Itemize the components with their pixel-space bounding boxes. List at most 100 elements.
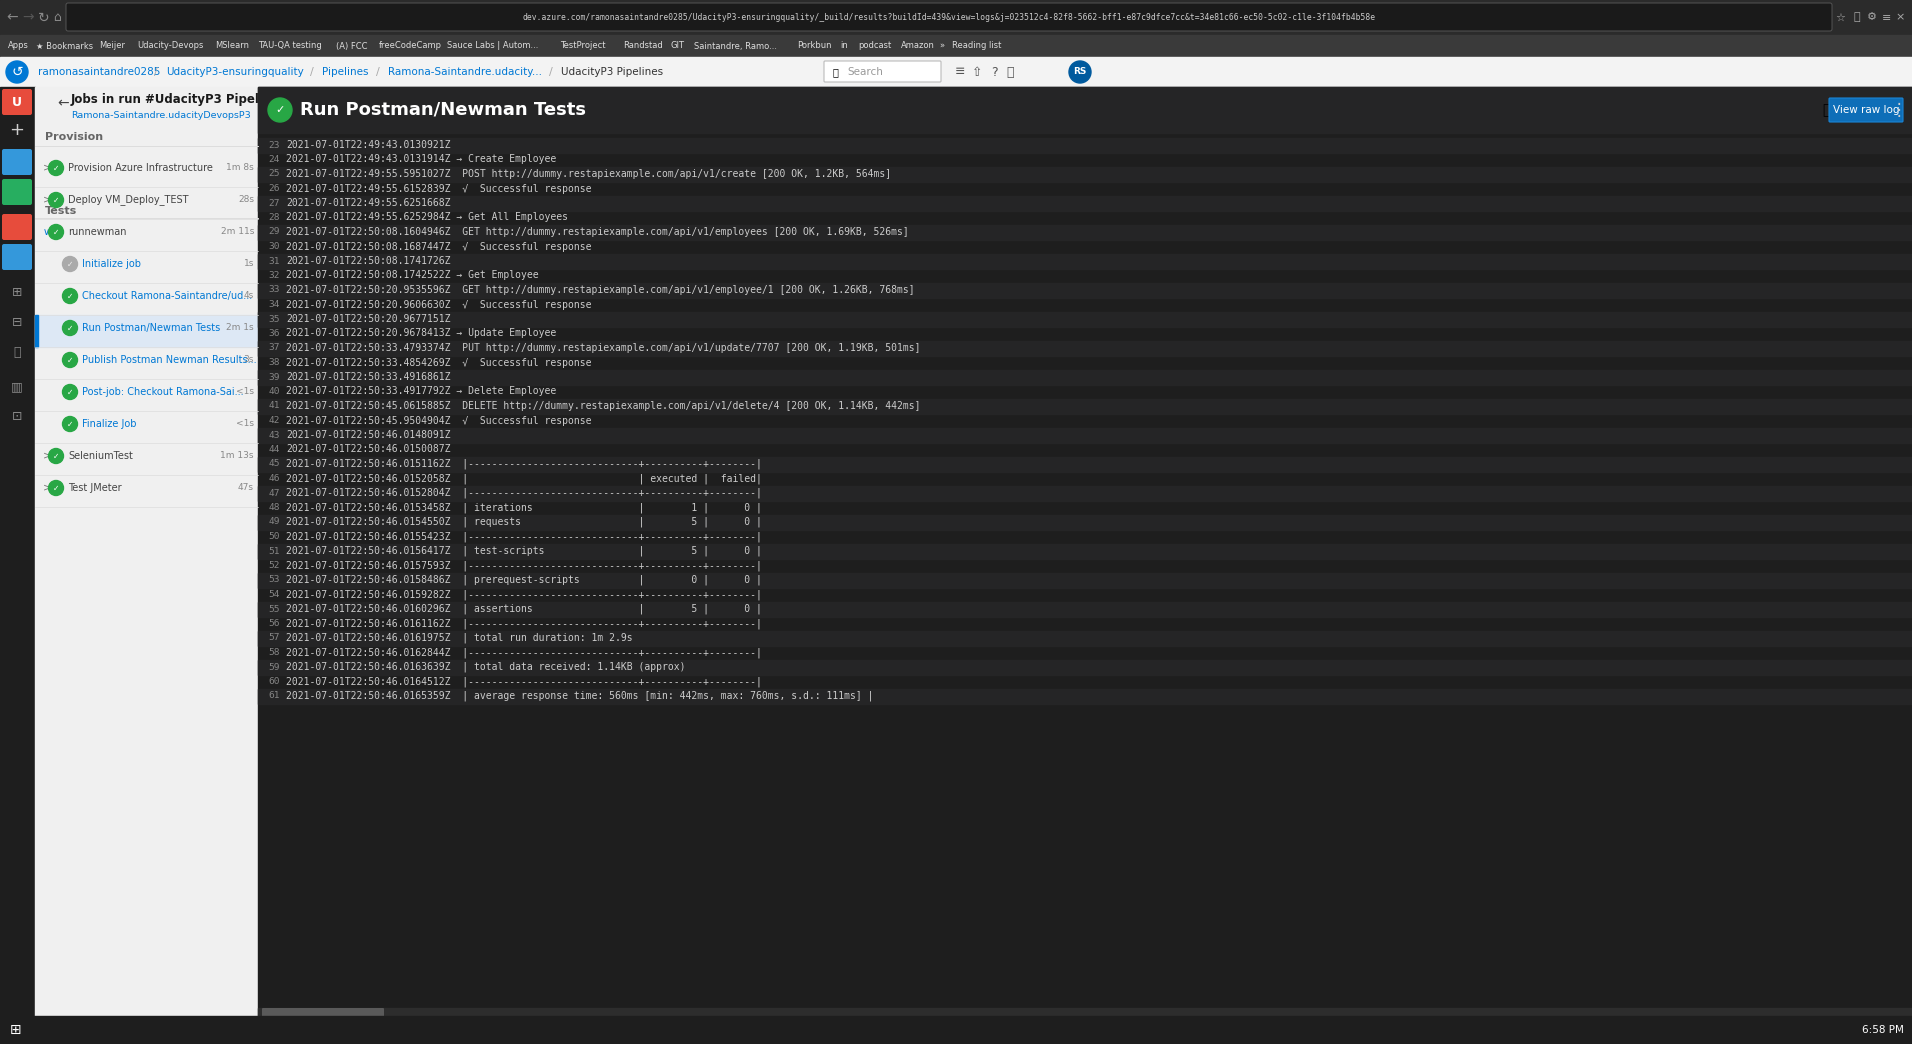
- Text: 23: 23: [268, 141, 279, 149]
- Text: ✓: ✓: [54, 228, 59, 237]
- Text: 28s: 28s: [237, 195, 254, 205]
- Text: 35: 35: [268, 314, 279, 324]
- Text: SeleniumTest: SeleniumTest: [69, 451, 132, 461]
- Bar: [258, 312, 1912, 327]
- Text: Search: Search: [847, 67, 883, 77]
- Bar: [258, 487, 1912, 501]
- Bar: [258, 545, 1912, 559]
- Text: »: »: [939, 42, 945, 50]
- Circle shape: [63, 257, 78, 271]
- Circle shape: [63, 353, 78, 367]
- Text: ✓: ✓: [54, 451, 59, 460]
- Text: 31: 31: [268, 257, 279, 265]
- Text: Ramona-Saintandre.udacityDevopsP3: Ramona-Saintandre.udacityDevopsP3: [71, 111, 250, 119]
- Text: ✓: ✓: [54, 483, 59, 493]
- Circle shape: [6, 61, 29, 84]
- Text: 2021-07-01T22:50:46.0156417Z  | test-scripts                |        5 |      0 : 2021-07-01T22:50:46.0156417Z | test-scri…: [287, 546, 761, 556]
- Text: 25: 25: [268, 169, 279, 179]
- Text: ✓: ✓: [67, 260, 73, 268]
- Text: ≡: ≡: [954, 66, 966, 78]
- Bar: [258, 573, 1912, 588]
- Bar: [258, 632, 1912, 646]
- Text: 2021-07-01T22:50:08.1604946Z  GET http://dummy.restapiexample.com/api/v1/employe: 2021-07-01T22:50:08.1604946Z GET http://…: [287, 227, 908, 237]
- Text: ↻: ↻: [38, 10, 50, 24]
- Text: Tests: Tests: [46, 206, 76, 216]
- Text: 2021-07-01T22:50:33.4916861Z: 2021-07-01T22:50:33.4916861Z: [287, 372, 451, 382]
- Circle shape: [63, 417, 78, 431]
- Bar: [258, 516, 1912, 530]
- Text: Run Postman/Newman Tests: Run Postman/Newman Tests: [300, 101, 585, 119]
- Text: 2021-07-01T22:50:46.0151162Z  |-----------------------------+----------+--------: 2021-07-01T22:50:46.0151162Z |----------…: [287, 458, 761, 469]
- Text: Post-job: Checkout Ramona-Sai...: Post-job: Checkout Ramona-Sai...: [82, 387, 243, 397]
- Text: 2021-07-01T22:50:46.0159282Z  |-----------------------------+----------+--------: 2021-07-01T22:50:46.0159282Z |----------…: [287, 589, 761, 599]
- Text: 44: 44: [268, 445, 279, 454]
- Text: MSlearn: MSlearn: [214, 42, 249, 50]
- Bar: [258, 226, 1912, 240]
- Text: ≡: ≡: [1881, 13, 1891, 23]
- Circle shape: [268, 98, 293, 122]
- Text: 50: 50: [268, 532, 279, 541]
- Text: Porkbun: Porkbun: [797, 42, 832, 50]
- Text: 2021-07-01T22:50:08.1742522Z → Get Employee: 2021-07-01T22:50:08.1742522Z → Get Emplo…: [287, 270, 539, 281]
- Text: 2021-07-01T22:50:46.0157593Z  |-----------------------------+----------+--------: 2021-07-01T22:50:46.0157593Z |----------…: [287, 561, 761, 571]
- Text: Deploy VM_Deploy_TEST: Deploy VM_Deploy_TEST: [69, 194, 189, 206]
- Text: Jobs in run #UdacityP3 Pipelines: Jobs in run #UdacityP3 Pipelines: [71, 94, 287, 106]
- Text: Saintandre, Ramo...: Saintandre, Ramo...: [694, 42, 776, 50]
- Text: ↺: ↺: [11, 65, 23, 79]
- Text: ⊡: ⊡: [11, 410, 23, 424]
- Text: 60: 60: [268, 677, 279, 686]
- Text: 2021-07-01T22:50:46.0155423Z  |-----------------------------+----------+--------: 2021-07-01T22:50:46.0155423Z |----------…: [287, 531, 761, 542]
- Text: ⊟: ⊟: [11, 315, 23, 329]
- Text: Provision Azure Infrastructure: Provision Azure Infrastructure: [69, 163, 212, 173]
- Text: 27: 27: [268, 198, 279, 208]
- Circle shape: [1069, 61, 1092, 84]
- Text: ⊞: ⊞: [10, 1023, 21, 1037]
- FancyBboxPatch shape: [67, 3, 1832, 31]
- Text: 2021-07-01T22:49:55.6252984Z → Get All Employees: 2021-07-01T22:49:55.6252984Z → Get All E…: [287, 213, 568, 222]
- Circle shape: [48, 449, 63, 464]
- Text: 29: 29: [268, 228, 279, 237]
- Text: TAU-QA testing: TAU-QA testing: [258, 42, 321, 50]
- Text: ☆: ☆: [1836, 13, 1845, 23]
- Bar: [258, 255, 1912, 269]
- Text: Udacity-Devops: Udacity-Devops: [138, 42, 203, 50]
- Bar: [258, 87, 1912, 133]
- Text: 26: 26: [268, 184, 279, 193]
- FancyBboxPatch shape: [2, 244, 33, 270]
- Bar: [34, 315, 258, 347]
- Text: 33: 33: [268, 285, 279, 294]
- Text: ✓: ✓: [275, 105, 285, 115]
- Text: TestProject: TestProject: [560, 42, 606, 50]
- Bar: [0, 1016, 1912, 1044]
- Text: ramonasaintandre0285: ramonasaintandre0285: [38, 67, 161, 77]
- Text: Ramona-Saintandre.udacity...: Ramona-Saintandre.udacity...: [388, 67, 543, 77]
- Text: +: +: [10, 121, 25, 139]
- FancyBboxPatch shape: [1830, 98, 1902, 122]
- Text: ⚙: ⚙: [1866, 13, 1878, 23]
- Text: GIT: GIT: [671, 42, 684, 50]
- Text: 51: 51: [268, 546, 279, 555]
- Text: Pipelines: Pipelines: [321, 67, 369, 77]
- Text: 1s: 1s: [243, 260, 254, 268]
- Bar: [0, 0, 1912, 35]
- Text: ✓: ✓: [67, 356, 73, 364]
- Text: Randstad: Randstad: [623, 42, 663, 50]
- Text: ✓: ✓: [54, 195, 59, 205]
- Circle shape: [63, 384, 78, 400]
- Text: 59: 59: [268, 663, 279, 671]
- Text: Run Postman/Newman Tests: Run Postman/Newman Tests: [82, 323, 220, 333]
- Text: 2021-07-01T22:50:20.9606630Z  √  Successful response: 2021-07-01T22:50:20.9606630Z √ Successfu…: [287, 300, 591, 309]
- Text: 46: 46: [268, 474, 279, 483]
- Circle shape: [63, 321, 78, 335]
- Circle shape: [48, 480, 63, 496]
- Text: freeCodeCamp: freeCodeCamp: [379, 42, 442, 50]
- Text: Checkout Ramona-Saintandre/ud...: Checkout Ramona-Saintandre/ud...: [82, 291, 252, 301]
- Circle shape: [48, 161, 63, 175]
- Bar: [34, 87, 258, 1044]
- Text: Amazon: Amazon: [901, 42, 935, 50]
- Bar: [258, 602, 1912, 617]
- Bar: [0, 57, 1912, 87]
- Text: ⇧: ⇧: [971, 66, 983, 78]
- Text: ★ Bookmarks: ★ Bookmarks: [36, 42, 94, 50]
- Text: 2021-07-01T22:50:46.0152058Z  |                             | executed |  failed: 2021-07-01T22:50:46.0152058Z | | execute…: [287, 473, 761, 483]
